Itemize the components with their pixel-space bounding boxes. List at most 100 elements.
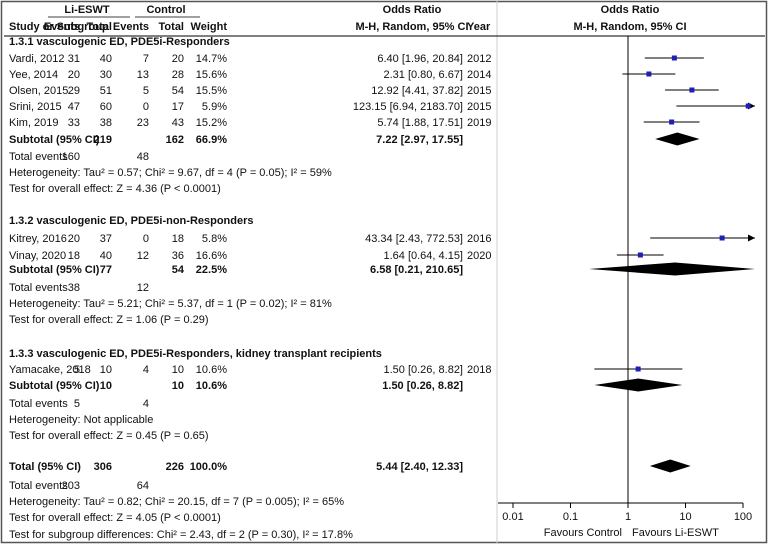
subgroup-2-study-1-name: Kitrey, 2016 (9, 233, 67, 245)
subgroup-1-study-4-total2: 17 (172, 101, 184, 113)
subgroup-3-study-1-events2: 4 (143, 364, 149, 376)
x-tick-label-1: 0.01 (502, 511, 523, 523)
total-weight: 100.0% (190, 461, 228, 473)
subgroup-1-subtotal-weight: 66.9% (196, 134, 227, 146)
subgroup-3-study-1-marker (635, 366, 641, 372)
subgroup-1-study-3-name: Olsen, 2015 (9, 85, 68, 97)
subgroup-3-study-1-ci: 1.50 [0.26, 8.82] (383, 364, 463, 376)
subgroup-1-overall-effect: Test for overall effect: Z = 4.36 (P < 0… (9, 183, 221, 195)
total-total1: 306 (94, 461, 112, 473)
subgroup-3-subtotal-ci: 1.50 [0.26, 8.82] (382, 380, 463, 392)
subgroup-2-study-1-ci: 43.34 [2.43, 772.53] (365, 233, 463, 245)
subgroup-2-subtotal-total2: 54 (172, 264, 185, 276)
subgroup-1-study-1-events2: 7 (143, 53, 149, 65)
subgroup-1-study-1-events1: 31 (68, 53, 80, 65)
subgroup-2-study-2-year: 2020 (467, 250, 491, 262)
header-col-events2: Events (113, 21, 149, 33)
subgroup-1-heterogeneity: Heterogeneity: Tau² = 0.57; Chi² = 9.67,… (9, 167, 332, 179)
subgroup-2-study-1-marker (719, 235, 725, 241)
favours-left-label: Favours Control (544, 527, 622, 539)
subgroup-1-study-2-total1: 30 (100, 69, 112, 81)
subgroup-1-study-4-year: 2015 (467, 101, 491, 113)
header-col-weight: Weight (191, 21, 228, 33)
subgroup-2-subtotal-weight: 22.5% (196, 264, 227, 276)
favours-right-label: Favours Li-ESWT (632, 527, 719, 539)
subgroup-1-study-5-name: Kim, 2019 (9, 117, 59, 129)
subgroup-2-study-1-total2: 18 (172, 233, 184, 245)
subgroup-3-study-1-name: Yamacake, 2018 (9, 364, 91, 376)
header-group2: Control (146, 4, 185, 16)
subgroup-3-subtotal-total2: 10 (172, 380, 184, 392)
subgroup-1-study-2-events2: 13 (137, 69, 149, 81)
subgroup-2-study-1-weight: 5.8% (202, 233, 227, 245)
subgroup-3-study-1-year: 2018 (467, 364, 491, 376)
subgroup-2-study-2-total1: 40 (100, 250, 112, 262)
header-group1: Li-ESWT (64, 4, 109, 16)
subgroup-2-events-1: 38 (68, 282, 80, 294)
subgroup-2-study-1-ci-arrow (748, 234, 755, 242)
total-heterogeneity: Heterogeneity: Tau² = 0.82; Chi² = 20.15… (9, 496, 344, 508)
subgroup-2-study-2-total2: 36 (172, 250, 184, 262)
subgroup-1-study-3-ci: 12.92 [4.41, 37.82] (371, 85, 463, 97)
subgroup-2-study-1-year: 2016 (467, 233, 491, 245)
total-label: Total (95% CI) (9, 461, 81, 473)
subgroup-3-events-2: 4 (143, 398, 149, 410)
subgroup-3-title: 1.3.3 vasculogenic ED, PDE5i-Responders,… (9, 348, 382, 360)
subgroup-2-subtotal-label: Subtotal (95% CI) (9, 264, 100, 276)
header-or-title: Odds Ratio (383, 4, 442, 16)
subgroup-1-study-4-ci: 123.15 [6.94, 2183.70] (353, 101, 463, 113)
subgroup-1-study-5-ci: 5.74 [1.88, 17.51] (377, 117, 463, 129)
subgroup-1-study-1-marker (671, 55, 677, 61)
x-tick-label-3: 1 (625, 511, 631, 523)
subgroup-3-subtotal-label: Subtotal (95% CI) (9, 380, 100, 392)
subgroup-2-study-2-name: Vinay, 2020 (9, 250, 66, 262)
subgroup-1-study-2-marker (646, 71, 652, 77)
subgroup-1-study-1-total2: 20 (172, 53, 184, 65)
subgroup-2-study-2-weight: 16.6% (196, 250, 227, 262)
x-tick-label-5: 100 (734, 511, 752, 523)
subgroup-1-study-3-events1: 29 (68, 85, 80, 97)
subgroup-3-subtotal-total1: 10 (100, 380, 112, 392)
subgroup-2-overall-effect: Test for overall effect: Z = 1.06 (P = 0… (9, 314, 209, 326)
subgroup-2-study-1-total1: 37 (100, 233, 112, 245)
subgroup-1-study-2-events1: 20 (68, 69, 80, 81)
subgroup-1-subtotal-label: Subtotal (95% CI) (9, 134, 100, 146)
subgroup-1-title: 1.3.1 vasculogenic ED, PDE5i-Responders (9, 36, 230, 48)
subgroup-1-study-3-marker (689, 87, 695, 93)
header-plot-title: Odds Ratio (601, 4, 660, 16)
subgroup-3-events-1: 5 (74, 398, 80, 410)
subgroup-1-study-3-events2: 5 (143, 85, 149, 97)
subgroup-1-study-5-events1: 33 (68, 117, 80, 129)
subgroup-1-study-1-year: 2012 (467, 53, 491, 65)
subgroup-differences: Test for subgroup differences: Chi² = 2.… (9, 529, 353, 541)
subgroup-1-study-2-ci: 2.31 [0.80, 6.67] (383, 69, 463, 81)
subgroup-1-study-2-total2: 28 (172, 69, 184, 81)
subgroup-3-study-1-weight: 10.6% (196, 364, 227, 376)
subgroup-2-study-2-events2: 12 (137, 250, 149, 262)
total-total2: 226 (166, 461, 184, 473)
subgroup-1-study-3-weight: 15.5% (196, 85, 227, 97)
subgroup-1-events-2: 48 (137, 151, 149, 163)
subgroup-3-study-1-total2: 10 (172, 364, 184, 376)
subgroup-1-study-5-year: 2019 (467, 117, 491, 129)
header-col-events1: Events (44, 21, 80, 33)
subgroup-2-title: 1.3.2 vasculogenic ED, PDE5i-non-Respond… (9, 215, 254, 227)
subgroup-2-subtotal-ci: 6.58 [0.21, 210.65] (370, 264, 463, 276)
subgroup-1-study-1-name: Vardi, 2012 (9, 53, 64, 65)
subgroup-1-study-5-weight: 15.2% (196, 117, 227, 129)
subgroup-2-study-2-marker (637, 252, 643, 258)
total-ci: 5.44 [2.40, 12.33] (376, 461, 463, 473)
subgroup-2-subtotal-total1: 77 (100, 264, 112, 276)
header-col-study: Study or Subgroup (9, 21, 109, 33)
subgroup-1-subtotal-total1: 219 (94, 134, 112, 146)
subgroup-3-subtotal-weight: 10.6% (196, 380, 227, 392)
header-col-year: Year (467, 21, 491, 33)
subgroup-2-study-1-events1: 20 (68, 233, 80, 245)
subgroup-3-heterogeneity: Heterogeneity: Not applicable (9, 414, 153, 426)
subgroup-1-study-2-year: 2014 (467, 69, 491, 81)
subgroup-2-study-1-events2: 0 (143, 233, 149, 245)
subgroup-1-study-2-name: Yee, 2014 (9, 69, 58, 81)
subgroup-1-events-1: 160 (62, 151, 80, 163)
